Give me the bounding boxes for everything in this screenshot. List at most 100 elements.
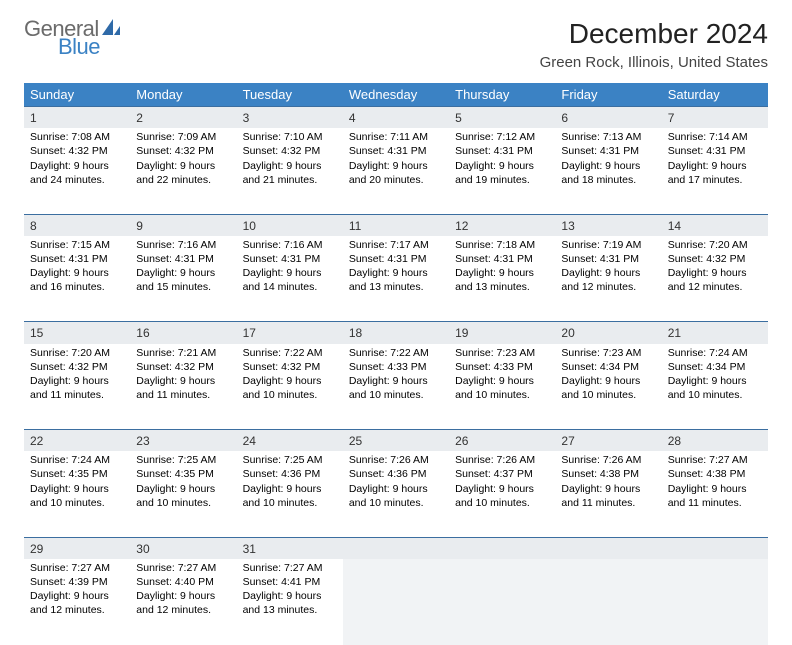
sunset-text: Sunset: 4:41 PM [243, 575, 337, 589]
day-number: 2 [130, 107, 236, 128]
sunrise-text: Sunrise: 7:15 AM [30, 238, 124, 252]
sunset-text: Sunset: 4:32 PM [30, 144, 124, 158]
day-number-cell: 3 [237, 107, 343, 129]
day-number: 3 [237, 107, 343, 128]
logo-word-blue: Blue [58, 36, 121, 58]
daylight-text: Daylight: 9 hours and 10 minutes. [455, 482, 549, 510]
sunset-text: Sunset: 4:31 PM [561, 144, 655, 158]
sunset-text: Sunset: 4:35 PM [136, 467, 230, 481]
day-number-row: 15161718192021 [24, 322, 768, 344]
daylight-text: Daylight: 9 hours and 13 minutes. [349, 266, 443, 294]
sunrise-text: Sunrise: 7:09 AM [136, 130, 230, 144]
header: General Blue December 2024 Green Rock, I… [24, 18, 768, 71]
day-number-cell: 25 [343, 430, 449, 452]
day-number-row: 22232425262728 [24, 430, 768, 452]
daylight-text: Daylight: 9 hours and 10 minutes. [561, 374, 655, 402]
day-cell: Sunrise: 7:26 AMSunset: 4:38 PMDaylight:… [555, 451, 661, 537]
sunrise-text: Sunrise: 7:16 AM [243, 238, 337, 252]
day-cell: Sunrise: 7:27 AMSunset: 4:38 PMDaylight:… [662, 451, 768, 537]
day-number-cell: 29 [24, 537, 130, 559]
weekday-header: Tuesday [237, 83, 343, 107]
week-content-row: Sunrise: 7:08 AMSunset: 4:32 PMDaylight:… [24, 128, 768, 214]
day-number: 23 [130, 430, 236, 451]
day-number-cell: 19 [449, 322, 555, 344]
day-cell: Sunrise: 7:25 AMSunset: 4:36 PMDaylight:… [237, 451, 343, 537]
daylight-text: Daylight: 9 hours and 12 minutes. [30, 589, 124, 617]
day-cell [449, 559, 555, 645]
weekday-header: Wednesday [343, 83, 449, 107]
day-number-cell: 28 [662, 430, 768, 452]
day-number: 14 [662, 215, 768, 236]
sunrise-text: Sunrise: 7:25 AM [243, 453, 337, 467]
sunset-text: Sunset: 4:39 PM [30, 575, 124, 589]
week-content-row: Sunrise: 7:24 AMSunset: 4:35 PMDaylight:… [24, 451, 768, 537]
sunrise-text: Sunrise: 7:12 AM [455, 130, 549, 144]
daylight-text: Daylight: 9 hours and 11 minutes. [30, 374, 124, 402]
sunset-text: Sunset: 4:33 PM [455, 360, 549, 374]
day-number: 1 [24, 107, 130, 128]
day-number-cell: 18 [343, 322, 449, 344]
daylight-text: Daylight: 9 hours and 10 minutes. [349, 374, 443, 402]
day-cell: Sunrise: 7:20 AMSunset: 4:32 PMDaylight:… [24, 344, 130, 430]
sunset-text: Sunset: 4:31 PM [243, 252, 337, 266]
day-number-cell: 20 [555, 322, 661, 344]
daylight-text: Daylight: 9 hours and 16 minutes. [30, 266, 124, 294]
daylight-text: Daylight: 9 hours and 22 minutes. [136, 159, 230, 187]
sunset-text: Sunset: 4:32 PM [243, 144, 337, 158]
day-number-cell [449, 537, 555, 559]
daylight-text: Daylight: 9 hours and 17 minutes. [668, 159, 762, 187]
day-cell [343, 559, 449, 645]
sunrise-text: Sunrise: 7:20 AM [668, 238, 762, 252]
day-number-cell: 10 [237, 214, 343, 236]
day-number-cell: 5 [449, 107, 555, 129]
day-number: 20 [555, 322, 661, 343]
day-number-cell: 1 [24, 107, 130, 129]
weekday-header: Saturday [662, 83, 768, 107]
sunset-text: Sunset: 4:36 PM [243, 467, 337, 481]
daylight-text: Daylight: 9 hours and 12 minutes. [136, 589, 230, 617]
day-cell: Sunrise: 7:15 AMSunset: 4:31 PMDaylight:… [24, 236, 130, 322]
sunrise-text: Sunrise: 7:23 AM [455, 346, 549, 360]
day-cell: Sunrise: 7:22 AMSunset: 4:32 PMDaylight:… [237, 344, 343, 430]
sunset-text: Sunset: 4:31 PM [349, 144, 443, 158]
day-number-cell: 6 [555, 107, 661, 129]
day-cell: Sunrise: 7:24 AMSunset: 4:35 PMDaylight:… [24, 451, 130, 537]
day-number: 9 [130, 215, 236, 236]
daylight-text: Daylight: 9 hours and 13 minutes. [243, 589, 337, 617]
day-cell: Sunrise: 7:09 AMSunset: 4:32 PMDaylight:… [130, 128, 236, 214]
day-cell: Sunrise: 7:25 AMSunset: 4:35 PMDaylight:… [130, 451, 236, 537]
daylight-text: Daylight: 9 hours and 10 minutes. [136, 482, 230, 510]
day-number: 4 [343, 107, 449, 128]
sunset-text: Sunset: 4:34 PM [561, 360, 655, 374]
sunset-text: Sunset: 4:34 PM [668, 360, 762, 374]
day-number: 27 [555, 430, 661, 451]
day-number: 6 [555, 107, 661, 128]
day-number-cell: 12 [449, 214, 555, 236]
day-cell: Sunrise: 7:11 AMSunset: 4:31 PMDaylight:… [343, 128, 449, 214]
sunrise-text: Sunrise: 7:17 AM [349, 238, 443, 252]
sunrise-text: Sunrise: 7:25 AM [136, 453, 230, 467]
sunset-text: Sunset: 4:38 PM [561, 467, 655, 481]
weekday-header: Thursday [449, 83, 555, 107]
day-cell: Sunrise: 7:27 AMSunset: 4:40 PMDaylight:… [130, 559, 236, 645]
sunrise-text: Sunrise: 7:20 AM [30, 346, 124, 360]
daylight-text: Daylight: 9 hours and 10 minutes. [243, 374, 337, 402]
day-cell: Sunrise: 7:10 AMSunset: 4:32 PMDaylight:… [237, 128, 343, 214]
daylight-text: Daylight: 9 hours and 10 minutes. [349, 482, 443, 510]
sunrise-text: Sunrise: 7:27 AM [668, 453, 762, 467]
day-number-cell: 15 [24, 322, 130, 344]
day-cell [555, 559, 661, 645]
sunrise-text: Sunrise: 7:21 AM [136, 346, 230, 360]
sunset-text: Sunset: 4:32 PM [243, 360, 337, 374]
day-number: 15 [24, 322, 130, 343]
calendar-table: Sunday Monday Tuesday Wednesday Thursday… [24, 83, 768, 645]
day-number: 10 [237, 215, 343, 236]
daylight-text: Daylight: 9 hours and 11 minutes. [136, 374, 230, 402]
day-cell: Sunrise: 7:27 AMSunset: 4:41 PMDaylight:… [237, 559, 343, 645]
title-block: December 2024 Green Rock, Illinois, Unit… [540, 18, 768, 71]
daylight-text: Daylight: 9 hours and 20 minutes. [349, 159, 443, 187]
day-number: 22 [24, 430, 130, 451]
day-number: 19 [449, 322, 555, 343]
day-cell: Sunrise: 7:08 AMSunset: 4:32 PMDaylight:… [24, 128, 130, 214]
sunrise-text: Sunrise: 7:24 AM [30, 453, 124, 467]
